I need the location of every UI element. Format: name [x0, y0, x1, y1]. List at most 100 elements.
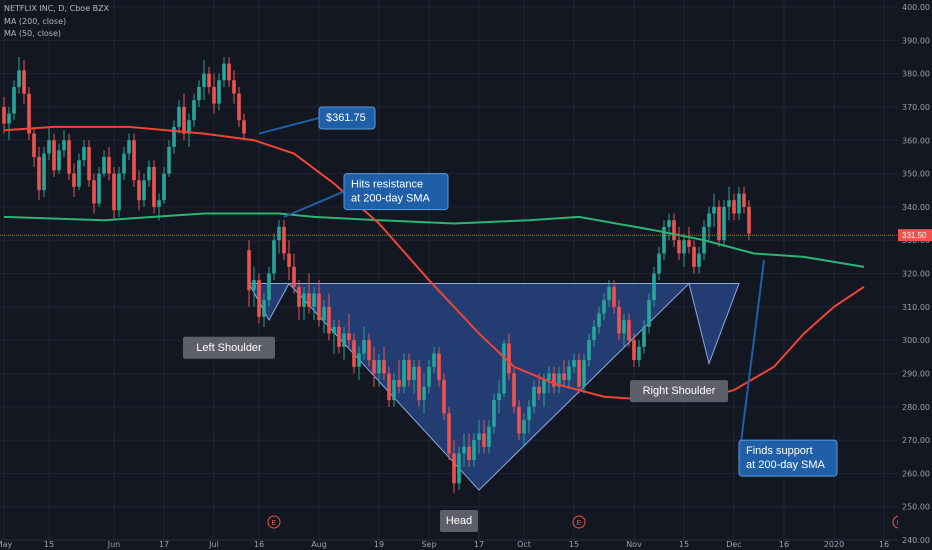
candle-body	[657, 253, 661, 274]
candle-body	[592, 326, 596, 341]
candle-body	[732, 200, 736, 214]
candle-body	[567, 366, 571, 381]
annotation-box	[343, 173, 449, 211]
x-tick-label: Sep	[421, 540, 436, 549]
candle-body	[112, 173, 116, 211]
candle-body	[437, 353, 441, 381]
candle-body	[32, 133, 36, 157]
x-tick-label: 16	[879, 540, 889, 549]
candle-body	[462, 446, 466, 454]
y-tick-label: 390.00	[902, 36, 930, 45]
x-tick-label: 17	[159, 540, 169, 549]
x-tick-label: 15	[569, 540, 579, 549]
x-tick-label: 16	[254, 540, 264, 549]
candle-body	[552, 373, 556, 387]
candle-body	[432, 353, 436, 367]
annotation-text: Head	[446, 515, 472, 527]
candle-body	[417, 366, 421, 401]
candle-body	[467, 446, 471, 461]
candle-body	[387, 373, 391, 401]
candle-body	[622, 320, 626, 334]
candle-body	[327, 306, 331, 334]
candle-body	[627, 320, 631, 341]
candle-body	[102, 156, 106, 174]
candle-body	[227, 63, 231, 81]
candle-body	[362, 340, 366, 354]
annotation-text: at 200-day SMA	[351, 193, 431, 205]
candle-body	[202, 73, 206, 87]
candle-body	[157, 200, 161, 207]
candle-body	[52, 140, 56, 171]
candle-body	[482, 433, 486, 447]
candle-body	[277, 226, 281, 241]
pattern-label-box	[630, 380, 728, 403]
candle-body	[17, 70, 21, 87]
ma50-legend: MA (50, close)	[4, 29, 62, 38]
candle-body	[172, 126, 176, 147]
y-tick-label: 270.00	[902, 436, 930, 445]
earnings-marker	[267, 515, 281, 529]
y-tick-label: 400.00	[902, 3, 930, 12]
candle-body	[527, 406, 531, 421]
earnings-marker-label: E	[577, 520, 582, 527]
candle-body	[517, 406, 521, 434]
candle-body	[637, 346, 641, 361]
candle-body	[97, 173, 101, 204]
candle-body	[397, 380, 401, 387]
candle-body	[522, 420, 526, 434]
candle-body	[2, 106, 6, 124]
candle-body	[707, 213, 711, 227]
candle-body	[442, 380, 446, 414]
candle-body	[57, 150, 61, 171]
candle-body	[737, 193, 741, 214]
candle-body	[717, 206, 721, 241]
candle-body	[477, 433, 481, 441]
annotation-text: Hits resistance	[351, 179, 423, 191]
y-tick-label: 260.00	[902, 469, 930, 478]
x-tick-label: Aug	[311, 540, 327, 549]
annotation-box	[318, 106, 376, 130]
candle-body	[232, 80, 236, 94]
candle-body	[152, 166, 156, 207]
candle-body	[422, 386, 426, 401]
candle-body	[587, 340, 591, 361]
candle-body	[82, 146, 86, 161]
candle-body	[162, 173, 166, 201]
annotation-box	[738, 439, 838, 477]
candle-body	[612, 286, 616, 307]
candle-body	[532, 386, 536, 407]
candle-body	[342, 333, 346, 347]
last-price-tag	[898, 229, 932, 242]
candle-body	[67, 140, 71, 174]
annotation-text: $361.75	[326, 112, 366, 124]
candle-body	[257, 280, 261, 317]
candle-body	[607, 286, 611, 301]
candle-body	[27, 93, 31, 134]
candle-body	[667, 220, 671, 227]
y-tick-label: 310.00	[902, 303, 930, 312]
candle-body	[252, 280, 256, 291]
candle-body	[357, 353, 361, 367]
annotation-text: Left Shoulder	[196, 342, 262, 354]
candle-body	[212, 86, 216, 104]
candle-body	[167, 146, 171, 174]
annotation-text: at 200-day SMA	[746, 459, 826, 471]
candle-body	[392, 380, 396, 401]
candle-body	[272, 240, 276, 274]
candle-body	[322, 306, 326, 321]
candle-body	[632, 340, 636, 361]
candle-body	[492, 400, 496, 427]
candle-body	[617, 306, 621, 334]
candle-body	[642, 326, 646, 347]
candle-body	[597, 313, 601, 327]
candle-body	[142, 180, 146, 201]
pattern-label-box	[440, 510, 478, 533]
candle-body	[457, 453, 461, 484]
annotation-pointer	[283, 190, 345, 218]
x-tick-label: Nov	[626, 540, 642, 549]
ma200-line	[3, 212, 865, 268]
candle-body	[127, 140, 131, 154]
candle-body	[722, 206, 726, 241]
candle-body	[117, 173, 121, 211]
